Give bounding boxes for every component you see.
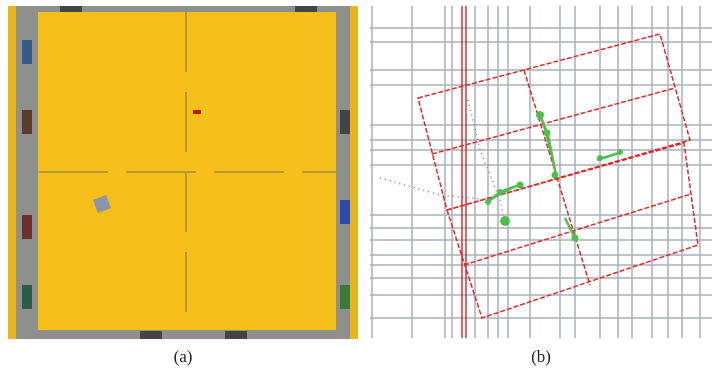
wall-picture xyxy=(340,200,350,224)
arena-photo xyxy=(8,6,358,339)
landmark xyxy=(536,111,544,119)
region-outline xyxy=(418,34,690,210)
wall-picture xyxy=(22,40,32,64)
landmark-track xyxy=(540,115,556,175)
wall-picture xyxy=(22,285,32,309)
wall-picture xyxy=(22,110,32,134)
wall-picture xyxy=(340,285,350,309)
landmark-track xyxy=(488,184,522,202)
wall-picture xyxy=(340,110,350,134)
landmark xyxy=(552,172,559,179)
landmark xyxy=(572,235,579,242)
map-diagram xyxy=(370,6,712,338)
landmark xyxy=(497,189,503,195)
wall-picture xyxy=(225,331,247,339)
landmark xyxy=(500,216,510,226)
panel-caption: (b) xyxy=(531,347,551,366)
trajectory xyxy=(380,178,490,200)
figure: (a) (b) xyxy=(0,0,723,373)
wall-picture xyxy=(60,6,82,12)
region-divider xyxy=(432,88,675,154)
map-overlay xyxy=(380,6,698,338)
landmark xyxy=(544,130,551,137)
landmark xyxy=(617,149,623,155)
wall-picture xyxy=(22,215,32,239)
wall-picture xyxy=(140,331,162,339)
panel-caption: (a) xyxy=(174,347,193,366)
landmark xyxy=(597,155,603,161)
landmark xyxy=(517,182,524,189)
landmark xyxy=(485,199,491,205)
robot-marker xyxy=(193,110,201,114)
wall-picture xyxy=(295,6,317,12)
